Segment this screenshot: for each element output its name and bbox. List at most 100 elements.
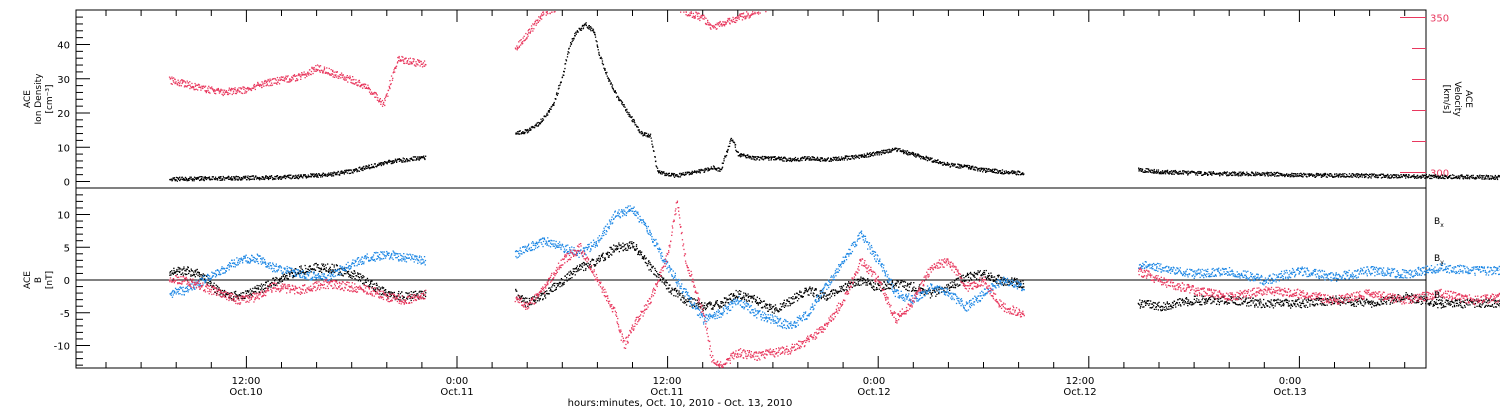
bx-series-point <box>871 280 873 282</box>
ion-density-series-point <box>183 179 185 181</box>
ion-density-series-point <box>547 110 550 112</box>
ion-density-series-point <box>778 156 780 158</box>
bx-series-point <box>569 277 572 280</box>
bx-series-point <box>646 264 649 267</box>
bx-series-point <box>779 303 782 305</box>
velocity-series-point <box>699 16 701 18</box>
velocity-series-point <box>702 14 705 16</box>
bx-series-point <box>335 264 338 266</box>
velocity-series-point <box>238 90 240 92</box>
ion-density-series-point <box>236 176 238 178</box>
ion-density-series-point <box>686 172 688 174</box>
velocity-series-point <box>542 11 545 13</box>
ion-density-series-point <box>323 174 325 177</box>
bx-series-point <box>617 245 619 248</box>
bx-series-point <box>716 302 718 304</box>
bx-series-point <box>304 264 306 267</box>
ion-density-series-point <box>1323 175 1325 177</box>
ion-density-series-point <box>838 156 840 158</box>
ion-density-series-point <box>1295 174 1297 176</box>
ion-density-series-point <box>247 177 249 179</box>
velocity-series-point <box>722 21 724 23</box>
ion-density-series-point <box>555 93 558 95</box>
bx-series-point <box>398 298 400 301</box>
ion-density-series-point <box>724 156 726 158</box>
bx-series-point <box>650 264 652 266</box>
ion-density-series-point <box>622 104 624 106</box>
velocity-series-point <box>350 81 352 84</box>
bx-series-point <box>774 310 776 312</box>
bx-series-point <box>256 288 258 290</box>
bx-series-point <box>415 293 418 295</box>
velocity-series-point <box>240 92 243 94</box>
bx-series-point <box>663 282 665 284</box>
ion-density-series-point <box>560 81 562 83</box>
bx-series-point <box>301 268 303 271</box>
ion-density-series-point <box>960 165 962 167</box>
bx-series-point <box>523 300 525 302</box>
bx-series-point <box>330 269 332 271</box>
bx-series-point <box>577 269 579 271</box>
velocity-series-point <box>735 21 737 24</box>
velocity-series-point <box>325 72 327 74</box>
bx-series-point <box>185 273 187 276</box>
bx-series-point <box>604 257 606 260</box>
ion-density-series-point <box>963 164 966 166</box>
bx-series-point <box>747 296 749 299</box>
ion-density-series-point <box>644 132 646 134</box>
ion-density-series-point <box>987 170 989 172</box>
velocity-series-point <box>367 84 369 86</box>
ion-density-series-point <box>1484 178 1486 180</box>
velocity-series-point <box>328 67 330 70</box>
bx-series-point <box>375 288 377 290</box>
velocity-series-point <box>217 89 219 91</box>
bx-series-point <box>869 281 871 283</box>
ion-density-series-point <box>642 134 644 136</box>
ion-density-series-point <box>377 164 380 166</box>
velocity-series-point <box>379 98 381 100</box>
velocity-series-point <box>528 29 530 31</box>
ion-density-series-point <box>1209 173 1212 175</box>
bx-series-point <box>350 274 352 276</box>
ion-density-series-point <box>529 127 531 129</box>
ion-density-series-point <box>1421 176 1423 178</box>
ion-density-series-point <box>190 176 192 178</box>
ion-density-series-point <box>1317 173 1320 175</box>
ion-density-series-point <box>1404 175 1406 177</box>
ion-density-series-point <box>1173 173 1175 175</box>
bx-series-point <box>255 292 257 294</box>
velocity-series-point <box>289 81 291 83</box>
ion-density-series-point <box>1334 176 1337 178</box>
ion-density-series-point <box>1181 173 1183 175</box>
velocity-series-point <box>217 87 219 90</box>
ion-density-series-point <box>912 152 915 154</box>
bx-series-point <box>649 261 651 264</box>
ion-density-series-point <box>872 155 874 157</box>
bx-series-point <box>565 279 568 281</box>
ion-density-series-point <box>903 151 905 153</box>
velocity-series-point <box>242 86 244 88</box>
bx-series-point <box>343 273 346 275</box>
bx-series-point <box>572 273 574 275</box>
velocity-series-point <box>263 81 266 83</box>
ion-density-series-point <box>270 176 272 178</box>
bx-series-point <box>297 272 299 275</box>
velocity-series-point <box>264 79 266 82</box>
ion-density-series-point <box>1198 172 1200 174</box>
ion-density-series-point <box>1470 174 1473 177</box>
ion-density-series-point <box>1388 175 1390 177</box>
ion-density-series-point <box>1229 173 1231 176</box>
ion-density-series-point <box>354 169 356 171</box>
ion-density-series-point <box>902 149 904 151</box>
velocity-series-point <box>694 15 697 17</box>
velocity-series-point <box>524 39 526 41</box>
ion-density-series-point <box>415 156 417 158</box>
bx-series-point <box>248 296 251 298</box>
ion-density-series-point <box>553 104 555 106</box>
velocity-series-point <box>228 89 230 91</box>
velocity-series-point <box>418 59 420 62</box>
ion-density-series-point <box>1273 171 1275 174</box>
velocity-series-point <box>377 97 379 99</box>
bx-series-point <box>767 310 769 312</box>
ion-density-series-point <box>909 152 911 154</box>
